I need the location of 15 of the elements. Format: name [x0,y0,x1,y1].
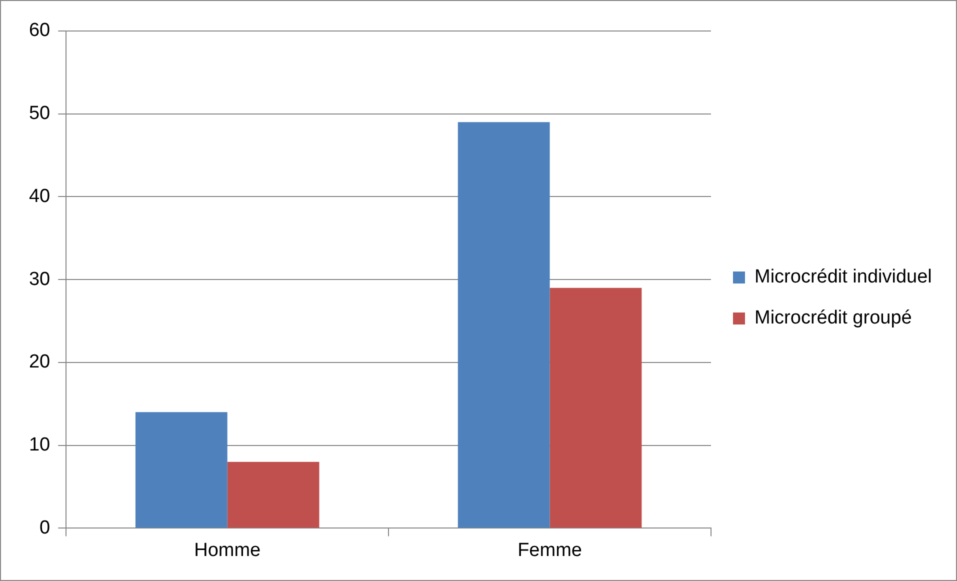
y-tick-label: 30 [28,268,50,290]
legend-label: Microcrédit individuel [754,266,932,288]
bar [135,412,228,528]
y-tick-label: 20 [28,352,50,373]
bar [227,462,320,528]
bar [458,122,550,528]
y-tick-label: 0 [40,517,50,538]
x-tick-label: Femme [518,540,582,561]
y-tick-label: 50 [28,103,50,124]
x-tick-label: Homme [194,540,261,561]
y-tick-label: 10 [28,434,50,456]
y-tick-label: 40 [28,186,50,207]
y-tick-label: 60 [28,20,50,42]
legend-label: Microcrédit groupé [754,308,912,329]
bar [550,288,642,528]
